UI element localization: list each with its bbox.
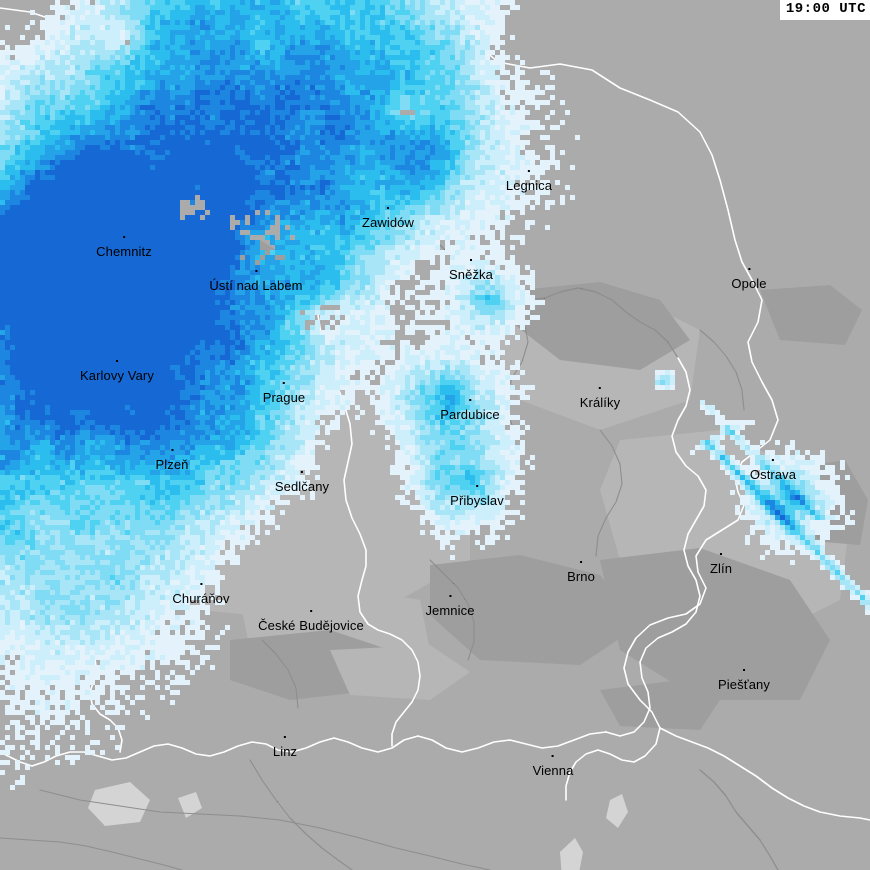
city-label-text: Legnica [505,178,553,193]
city-marker-dot [580,561,582,563]
city-label-text: Opole [731,276,767,291]
city-marker-dot [551,755,554,757]
city-label: Králíky [579,387,621,410]
city-label: Karlovy Vary [80,360,154,383]
city-label: Opole [731,268,767,291]
city-label: Jemnice [425,595,475,618]
city-label-text: Linz [272,744,298,759]
city-label: Prague [262,382,306,405]
city-marker-dot [123,236,125,238]
city-label-text: Piešťany [718,677,770,692]
city-label: Pardubice [440,399,500,422]
city-label: Legnica [505,170,553,193]
city-label: Piešťany [718,669,770,692]
city-label: Plzeň [155,449,189,472]
city-marker-dot [747,268,750,270]
city-marker-dot [301,471,303,473]
city-marker-dot [475,485,478,487]
city-label-text: Zawidów [362,215,414,230]
city-marker-dot [528,170,530,172]
city-marker-dot [199,583,202,585]
city-label: Přibyslav [450,485,504,508]
city-marker-dot [448,595,451,597]
city-label: Chemnitz [96,236,152,259]
city-marker-dot [599,387,601,389]
city-label: Sedlčany [274,471,330,494]
city-label: Sněžka [449,259,493,282]
city-label-text: Churáňov [172,591,230,606]
city-label-text: Králíky [579,395,621,410]
city-label: Brno [567,561,595,584]
city-label-text: Karlovy Vary [80,368,154,383]
city-marker-dot [468,399,471,401]
city-marker-dot [387,207,389,209]
city-marker-dot [255,270,257,272]
city-label: Churáňov [172,583,230,606]
city-marker-dot [719,553,722,555]
city-label-text: České Budějovice [258,618,364,633]
city-label: Linz [272,736,298,759]
city-label: Ústí nad Labem [209,270,303,293]
city-label-text: Vienna [532,763,574,778]
city-label-text: Pardubice [440,407,500,422]
city-marker-dot [309,610,312,612]
city-label-text: Prague [262,390,306,405]
city-label-text: Zlín [709,561,733,576]
city-marker-dot [743,669,745,671]
city-label-text: Plzeň [155,457,189,472]
city-marker-dot [116,360,118,362]
city-label: Zlín [709,553,733,576]
city-label-text: Chemnitz [96,244,152,259]
city-label-text: Sněžka [449,267,493,282]
city-label-text: Jemnice [425,603,475,618]
city-label: Vienna [532,755,574,778]
city-marker-dot [283,382,285,384]
city-marker-dot [171,449,173,451]
timestamp-badge: 19:00 UTC [779,0,870,20]
city-label-text: Přibyslav [450,493,504,508]
city-marker-dot [284,736,286,738]
city-marker-dot [470,259,472,261]
city-label: České Budějovice [258,610,364,633]
city-label-text: Ústí nad Labem [209,278,303,293]
city-marker-dot [772,459,774,461]
city-label-text: Sedlčany [274,479,330,494]
city-label-text: Ostrava [749,467,797,482]
city-label-text: Brno [567,569,595,584]
city-label: Zawidów [362,207,414,230]
city-label: Ostrava [749,459,797,482]
